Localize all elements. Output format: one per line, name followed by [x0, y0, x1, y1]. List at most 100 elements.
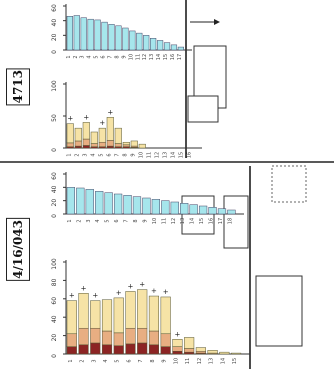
x-tick-label: 17	[177, 54, 183, 60]
bar-marker: +	[139, 281, 145, 289]
x-tick-label: 14	[190, 218, 196, 224]
bar-segment	[114, 127, 122, 144]
x-tick-label: 15	[232, 358, 238, 364]
y-tick-label: 40	[51, 185, 58, 193]
annotation-box-mid-2	[223, 195, 249, 249]
bar	[227, 209, 236, 215]
bar	[161, 200, 170, 215]
arrow-head	[214, 19, 220, 25]
bar-segment	[82, 122, 90, 140]
y-tick-label: 60	[51, 4, 58, 12]
bar-segment	[106, 140, 114, 147]
x-tick-label: 3	[86, 219, 92, 222]
x-tick-label: 15	[163, 54, 169, 60]
panel-label-bottom: 4/16/043	[6, 218, 30, 281]
bar-segment	[184, 351, 195, 355]
y-tick-label: 40	[51, 315, 58, 323]
bar-marker: +	[99, 119, 105, 127]
bar-segment	[122, 141, 130, 146]
x-tick-label: 18	[227, 218, 233, 224]
bar	[122, 27, 129, 51]
bar-segment	[219, 351, 230, 355]
x-tick-label: 10	[128, 54, 134, 60]
bar-segment	[160, 333, 171, 347]
x-tick-label: 11	[135, 54, 141, 60]
note-box-right	[271, 165, 307, 203]
y-tick-label: 40	[51, 19, 58, 27]
bar	[143, 35, 150, 51]
bar-marker: +	[69, 292, 75, 300]
bar	[66, 16, 73, 51]
x-tick-label: 6	[114, 219, 120, 222]
bar-segment	[160, 346, 171, 355]
bar-segment	[98, 141, 106, 147]
bar	[198, 205, 208, 215]
y-tick-label: 0	[51, 354, 58, 358]
bar	[151, 199, 160, 215]
x-tick-label: 5	[115, 359, 121, 362]
bar-segment	[90, 131, 98, 144]
bar	[108, 24, 115, 51]
x-tick-label: 13	[180, 218, 186, 224]
bar-segment	[184, 348, 195, 353]
bar	[104, 192, 113, 215]
y-tick-label: 50	[51, 114, 58, 122]
x-tick-label: 4	[87, 55, 93, 58]
bar-segment	[98, 127, 106, 143]
bar	[85, 189, 94, 215]
bar-segment	[101, 344, 113, 355]
bar-segment	[148, 295, 160, 332]
x-tick-label: 16	[186, 152, 192, 158]
x-tick-label: 14	[170, 152, 176, 158]
x-tick-label: 17	[218, 218, 224, 224]
bar-marker: +	[174, 330, 180, 338]
y-tick-label: 0	[51, 214, 58, 218]
bar-segment	[113, 332, 124, 346]
bar-segment	[122, 144, 130, 147]
x-tick-label: 12	[142, 54, 148, 60]
x-tick-label: 16	[209, 218, 215, 224]
x-tick-label: 2	[74, 153, 80, 156]
x-tick-label: 15	[178, 152, 184, 158]
bar	[136, 32, 143, 51]
x-tick-label: 9	[130, 153, 136, 156]
x-tick-label: 7	[114, 153, 120, 156]
bar	[132, 196, 142, 215]
y-tick-label: 100	[51, 80, 58, 92]
x-tick-label: 14	[156, 54, 162, 60]
x-tick-label: 3	[80, 55, 86, 58]
x-tick-label: 13	[209, 358, 215, 364]
bar-segment	[90, 300, 101, 329]
bar	[76, 187, 85, 215]
bar-segment	[172, 346, 183, 352]
x-tick-label: 1	[68, 359, 74, 362]
bar-segment	[137, 342, 148, 355]
y-tick-label: 20	[51, 199, 58, 207]
x-tick-label: 16	[170, 54, 176, 60]
x-tick-label: 15	[199, 218, 205, 224]
bar-segment	[66, 123, 74, 144]
x-tick-label: 2	[80, 359, 86, 362]
bar-segment	[195, 350, 206, 354]
x-tick-label: 9	[142, 219, 148, 222]
bar	[217, 208, 227, 215]
bar-segment	[78, 293, 89, 329]
bar	[170, 201, 179, 215]
bar-segment	[114, 143, 122, 147]
bar-segment	[90, 327, 101, 344]
x-tick-label: 11	[185, 358, 191, 364]
y-tick-label: 100	[51, 258, 58, 270]
y-tick-label: 0	[51, 148, 58, 152]
x-tick-label: 1	[66, 153, 72, 156]
bar	[94, 19, 101, 51]
y-tick-label: 60	[51, 297, 58, 305]
bar	[80, 17, 87, 51]
legend-box-top	[187, 95, 219, 123]
bar-segment	[172, 350, 183, 355]
bar	[142, 197, 151, 215]
bar-segment	[66, 142, 74, 147]
